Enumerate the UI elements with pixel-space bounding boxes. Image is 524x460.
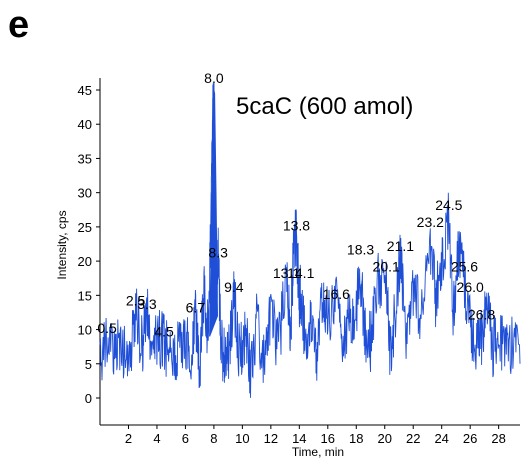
y-tick-label: 25 bbox=[78, 220, 92, 235]
x-tick-label: 28 bbox=[491, 431, 505, 446]
panel-label: e bbox=[8, 4, 30, 46]
peak-label: 8.0 bbox=[204, 70, 224, 86]
peak-labels: 0.5 2.53.3 4.5 6.7 8.0 8.3 9.4 13.1 13.8 14.1 16.6… bbox=[97, 70, 495, 339]
x-tick-label: 12 bbox=[264, 431, 278, 446]
peak-label: 26.0 bbox=[457, 279, 484, 295]
y-tick-label: 5 bbox=[85, 357, 92, 372]
peak-label: 20.1 bbox=[373, 258, 400, 274]
peak-label: 4.5 bbox=[154, 323, 174, 339]
peak-label: 16.6 bbox=[323, 286, 350, 302]
y-ticks: 0 5 10 15 20 25 30 35 40 45 bbox=[78, 83, 100, 406]
x-tick-label: 4 bbox=[153, 431, 160, 446]
x-tick-label: 24 bbox=[434, 431, 448, 446]
peak-label: 23.2 bbox=[417, 214, 444, 230]
peak-label: 6.7 bbox=[186, 299, 206, 315]
peak-label: 24.5 bbox=[435, 197, 462, 213]
peak-label: 0.5 bbox=[97, 320, 117, 336]
x-tick-label: 26 bbox=[463, 431, 477, 446]
peak-label: 26.8 bbox=[468, 306, 495, 322]
y-axis-label: Intensity, cps bbox=[55, 210, 69, 279]
series-line bbox=[99, 82, 521, 398]
peak-label: 18.3 bbox=[347, 241, 374, 257]
peak-label: 2.5 bbox=[126, 293, 146, 309]
peak-label: 14.1 bbox=[287, 265, 314, 281]
chart-title: 5caC (600 amol) bbox=[236, 93, 413, 120]
y-tick-label: 30 bbox=[78, 186, 92, 201]
x-tick-label: 18 bbox=[349, 431, 363, 446]
x-tick-label: 10 bbox=[235, 431, 249, 446]
y-tick-label: 40 bbox=[78, 117, 92, 132]
peak-label: 9.4 bbox=[224, 279, 244, 295]
axes bbox=[99, 78, 520, 426]
main-peak bbox=[209, 89, 219, 337]
peak-label: 21.1 bbox=[387, 238, 414, 254]
x-tick-label: 20 bbox=[378, 431, 392, 446]
y-tick-label: 0 bbox=[85, 391, 92, 406]
x-tick-label: 6 bbox=[182, 431, 189, 446]
x-tick-label: 16 bbox=[321, 431, 335, 446]
series-group bbox=[99, 82, 521, 398]
x-tick-label: 2 bbox=[125, 431, 132, 446]
x-tick-label: 8 bbox=[210, 431, 217, 446]
peak-label: 8.3 bbox=[208, 245, 228, 261]
x-tick-label: 22 bbox=[406, 431, 420, 446]
x-tick-label: 14 bbox=[292, 431, 306, 446]
peak-label: 25.6 bbox=[451, 258, 478, 274]
y-tick-label: 15 bbox=[78, 288, 92, 303]
peak-label: 3.3 bbox=[137, 296, 157, 312]
y-tick-label: 10 bbox=[78, 323, 92, 338]
peak-label: 13.8 bbox=[283, 217, 310, 233]
x-ticks: 2 4 6 8 10 12 14 16 18 20 22 24 26 28 bbox=[125, 425, 506, 446]
y-tick-label: 45 bbox=[78, 83, 92, 98]
y-tick-label: 35 bbox=[78, 151, 92, 166]
peak-label: 13.1 bbox=[273, 265, 300, 281]
x-axis-label: Time, min bbox=[292, 445, 344, 459]
y-tick-label: 20 bbox=[78, 254, 92, 269]
